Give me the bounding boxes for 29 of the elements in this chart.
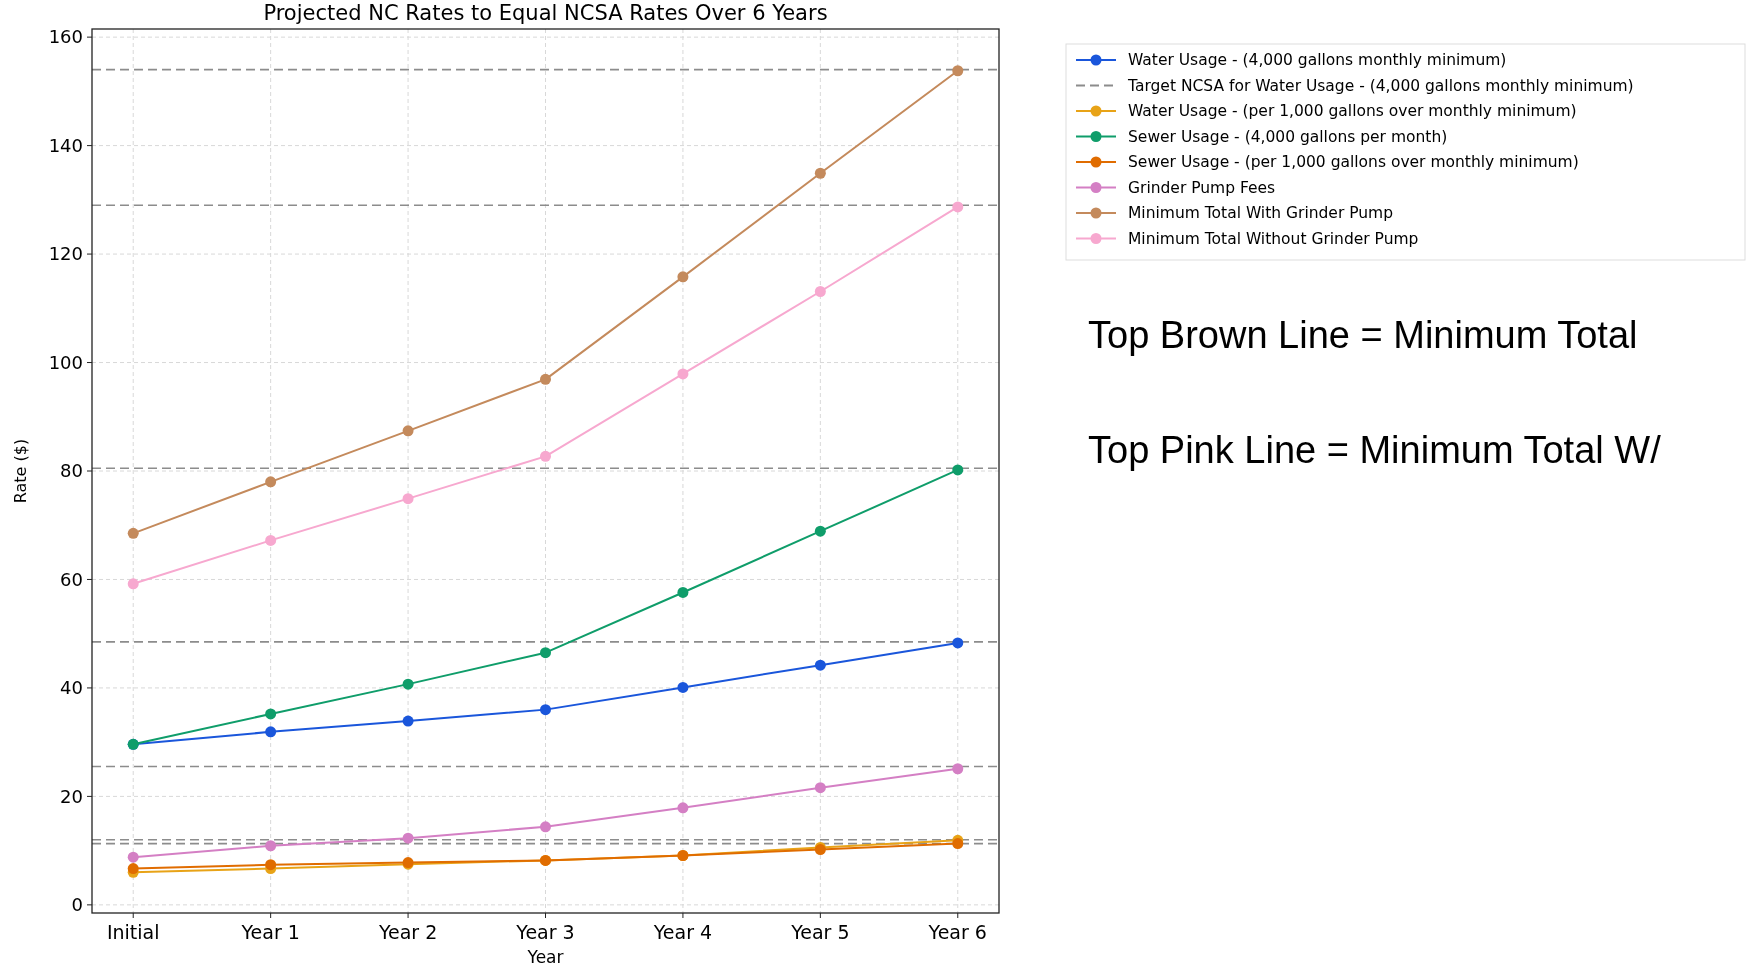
y-tick-label: 60 xyxy=(60,568,83,590)
x-tick-label: Year 6 xyxy=(927,921,987,943)
x-axis-title: Year xyxy=(526,947,564,967)
legend-label: Minimum Total Without Grinder Pump xyxy=(1128,229,1419,248)
chart-title: Projected NC Rates to Equal NCSA Rates Over 6 Years xyxy=(263,1,828,25)
legend-label: Water Usage - (4,000 gallons monthly minimum) xyxy=(1128,51,1507,70)
x-tick-label: Year 2 xyxy=(377,921,438,943)
text: Top Pink Line = Minimum Total W/ xyxy=(1088,429,1662,471)
x-tick-label: Initial xyxy=(106,921,160,943)
legend-label: Minimum Total With Grinder Pump xyxy=(1128,204,1394,223)
x-tick-label: Year 3 xyxy=(515,921,575,943)
legend-label: Water Usage - (per 1,000 gallons over monthly minimum) xyxy=(1128,102,1577,121)
y-tick-label: 160 xyxy=(48,26,83,48)
legend-label: Sewer Usage - (per 1,000 gallons over monthly minimum) xyxy=(1128,153,1579,172)
x-tick-label: Year 1 xyxy=(240,921,300,943)
legend-label: Target NCSA for Water Usage - (4,000 gallons monthly minimum) xyxy=(1127,76,1634,95)
legend-label: Sewer Usage - (4,000 gallons per month) xyxy=(1128,127,1448,146)
text: Top Brown Line = Minimum Total xyxy=(1088,314,1638,356)
legend-label: Grinder Pump Fees xyxy=(1128,178,1276,197)
y-tick-label: 100 xyxy=(48,351,83,373)
y-tick-label: 20 xyxy=(60,785,83,807)
x-tick-label: Year 4 xyxy=(652,921,713,943)
x-tick-label: Year 5 xyxy=(790,921,850,943)
y-tick-label: 40 xyxy=(60,677,83,699)
y-tick-label: 120 xyxy=(48,243,83,265)
y-tick-label: 80 xyxy=(60,460,83,482)
y-axis-title: Rate ($) xyxy=(11,438,30,504)
y-tick-label: 0 xyxy=(71,894,83,916)
y-tick-label: 140 xyxy=(48,134,83,156)
